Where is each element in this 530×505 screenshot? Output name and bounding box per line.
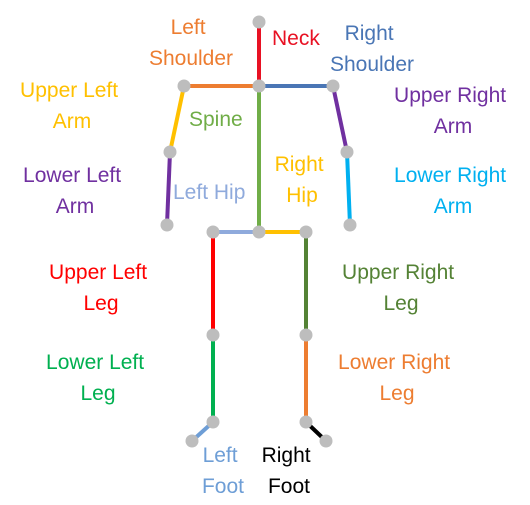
bone-lower-left-arm — [165, 151, 172, 226]
label-right-hip: Right Hip — [275, 153, 330, 207]
bone-lower-right-arm — [345, 151, 352, 226]
joint-pelvis — [252, 225, 266, 239]
label-upper-right-leg: Upper Right Leg — [342, 261, 460, 315]
label-lower-left-arm: Lower Left Arm — [23, 164, 127, 218]
bone-upper-right-arm — [331, 85, 349, 153]
joint-right-toe — [319, 434, 333, 448]
joint-left-hip — [206, 225, 220, 239]
joint-right-elbow — [340, 145, 354, 159]
label-upper-left-arm: Upper Left Arm — [20, 79, 124, 133]
joint-left-ankle — [206, 415, 220, 429]
joint-left-elbow — [163, 145, 177, 159]
joint-left-shoulder — [177, 79, 191, 93]
joint-right-hip — [299, 225, 313, 239]
joint-left-toe — [185, 434, 199, 448]
joint-left-knee — [206, 328, 220, 342]
label-right-shoulder: Right Shoulder — [330, 22, 414, 76]
label-spine: Spine — [189, 108, 243, 131]
joints — [160, 15, 357, 448]
joint-head — [252, 15, 266, 29]
label-lower-left-leg: Lower Left Leg — [46, 351, 150, 405]
joint-right-knee — [299, 328, 313, 342]
joint-left-wrist — [160, 218, 174, 232]
bone-upper-left-arm — [168, 85, 186, 153]
label-right-foot: Right Foot — [262, 444, 317, 498]
joint-right-shoulder — [326, 79, 340, 93]
label-left-foot: Left Foot — [202, 444, 244, 498]
label-upper-left-leg: Upper Left Leg — [49, 261, 153, 315]
label-left-hip: Left Hip — [173, 181, 245, 204]
label-lower-right-arm: Lower Right Arm — [394, 164, 512, 218]
label-lower-right-leg: Lower Right Leg — [338, 351, 456, 405]
label-left-shoulder: Left Shoulder — [149, 16, 233, 70]
label-neck: Neck — [272, 27, 320, 50]
joint-neck — [252, 79, 266, 93]
joint-right-ankle — [299, 415, 313, 429]
label-upper-right-arm: Upper Right Arm — [394, 84, 512, 138]
joint-right-wrist — [343, 218, 357, 232]
